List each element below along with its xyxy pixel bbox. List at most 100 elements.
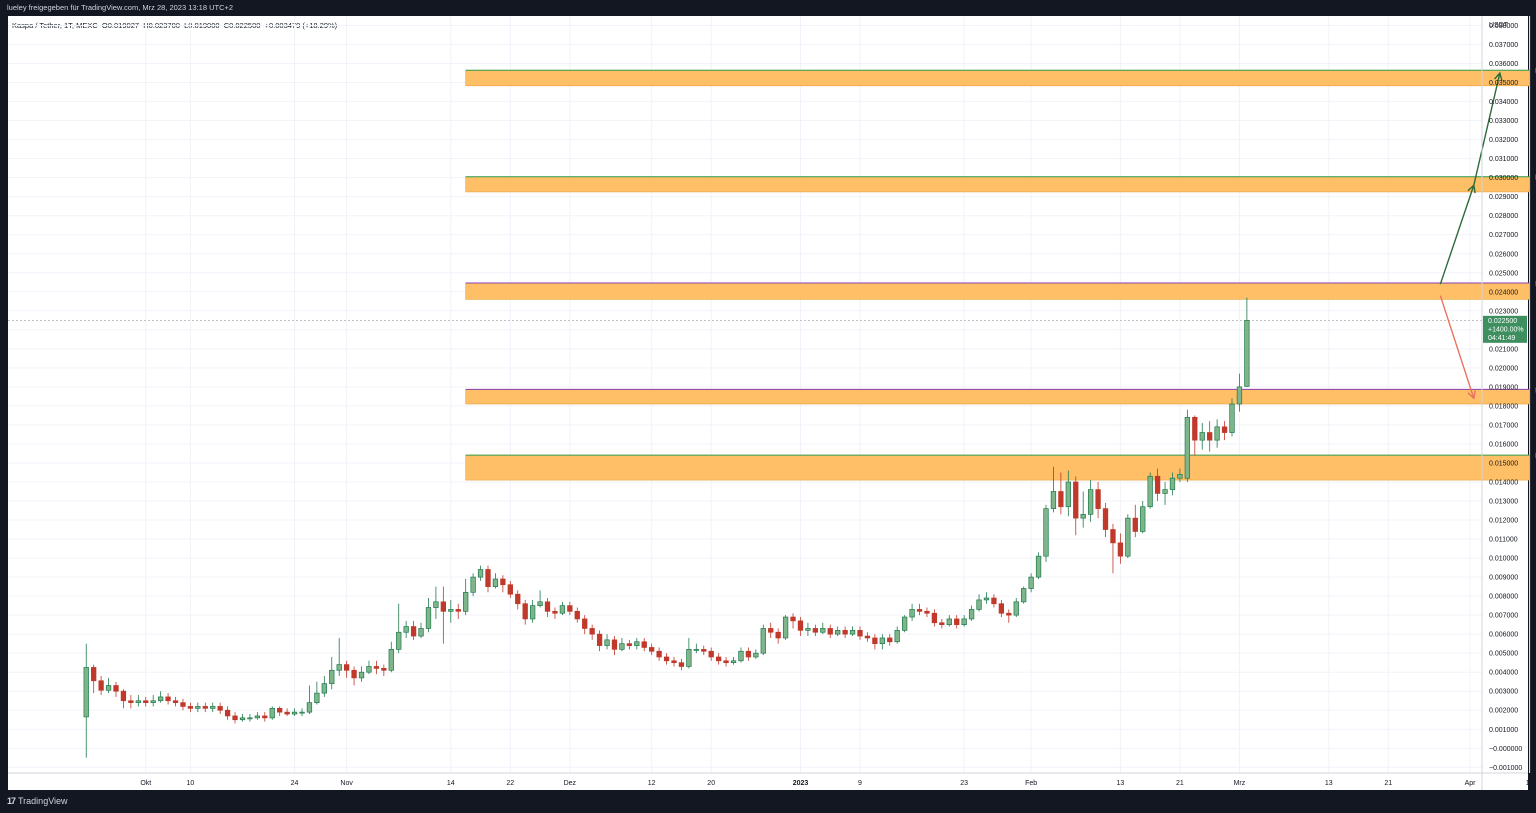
candle-body: [1154, 475, 1161, 494]
candle-body: [820, 628, 826, 633]
candle-body: [961, 618, 967, 625]
x-tick-label: 14: [447, 780, 455, 787]
candle-body: [425, 607, 432, 629]
candle-body: [1058, 491, 1064, 508]
candle-body: [1236, 386, 1243, 405]
candle-body: [433, 601, 439, 608]
candle-body: [210, 706, 216, 709]
candle-body: [805, 628, 811, 631]
candle-body: [202, 706, 208, 709]
candle-body: [1207, 432, 1213, 441]
candle-body: [381, 668, 387, 671]
candle-body: [1229, 403, 1235, 433]
candle-body: [1043, 508, 1049, 557]
x-tick-label: 24: [291, 780, 299, 787]
zone-label: (0.015412): [1535, 453, 1536, 460]
candle-body: [916, 609, 923, 612]
candle-body: [1102, 508, 1109, 530]
candle-body: [574, 610, 580, 620]
candle-body: [418, 628, 424, 637]
y-tick-label: 0.004000: [1489, 670, 1518, 677]
x-tick-label: 10: [187, 780, 195, 787]
zone-label: (0.035639): [1535, 68, 1536, 75]
candle-body: [277, 707, 283, 713]
candle-body: [1110, 529, 1116, 544]
last-price-countdown: 04:41:49: [1488, 335, 1515, 342]
candle-body: [663, 656, 670, 662]
y-tick-label: 0.032000: [1489, 137, 1518, 144]
candle-body: [247, 717, 253, 720]
candle-body: [373, 666, 380, 669]
candle-body: [1192, 416, 1198, 441]
candle-body: [1013, 601, 1019, 616]
candle-body: [849, 629, 856, 635]
candle-body: [544, 601, 551, 612]
x-tick-label: 21: [1176, 780, 1184, 787]
candle-body: [1199, 432, 1205, 441]
candle-body: [827, 628, 833, 635]
candle-body: [232, 715, 238, 721]
candle-body: [522, 603, 528, 620]
candle-body: [1214, 426, 1220, 441]
candle-body: [790, 616, 796, 622]
y-tick-label: 0.016000: [1489, 441, 1518, 448]
y-tick-label: 0.002000: [1489, 708, 1518, 715]
candle-body: [946, 618, 952, 625]
candle-body: [1073, 481, 1079, 519]
x-tick-label: Dez: [564, 780, 577, 787]
y-tick-label: 0.025000: [1489, 270, 1518, 277]
candle-body: [678, 662, 685, 667]
candle-body: [262, 715, 268, 719]
x-tick-label: 9: [858, 780, 862, 787]
candle-body: [1065, 481, 1071, 508]
candle-body: [336, 664, 342, 671]
y-tick-label: 0.035000: [1489, 80, 1518, 87]
candle-body: [1006, 612, 1012, 616]
candle-body: [1050, 491, 1057, 509]
candle-body: [589, 628, 595, 635]
candle-body: [559, 605, 566, 614]
y-tick-label: 0.015000: [1489, 460, 1518, 467]
candle-body: [991, 597, 997, 605]
candle-body: [396, 631, 402, 650]
candle-body: [1140, 506, 1146, 532]
x-tick-label: 2023: [793, 780, 809, 787]
candle-body: [500, 578, 506, 586]
y-tick-label: 0.034000: [1489, 99, 1518, 106]
candle-body: [582, 618, 588, 629]
candle-body: [254, 715, 261, 719]
candle-body: [1028, 576, 1034, 589]
y-axis-unit: USDT: [1489, 22, 1509, 29]
x-tick-label: Feb: [1025, 780, 1037, 787]
candlestick-series: [83, 297, 1250, 758]
candle-body: [701, 649, 707, 652]
x-tick-label: 22: [506, 780, 514, 787]
y-tick-label: 0.027000: [1489, 232, 1518, 239]
tradingview-mark-icon: 17: [7, 796, 16, 806]
projection-arrows: [1439, 71, 1503, 400]
price-chart[interactable]: (0.035639) (0.030048) (0.024458) (0.018867)…: [0, 0, 1536, 790]
last-price-badge: [1483, 315, 1527, 343]
candle-body: [968, 609, 975, 620]
candle-body: [887, 637, 893, 643]
candle-body: [998, 603, 1005, 614]
y-tick-label: 0.008000: [1489, 594, 1518, 601]
candle-body: [1169, 477, 1176, 490]
candle-body: [619, 643, 625, 650]
candle-body: [269, 707, 275, 719]
candle-body: [321, 683, 327, 694]
tradingview-logo[interactable]: 17 TradingView: [7, 796, 68, 806]
x-tick-label: Apr: [1465, 780, 1477, 787]
candle-body: [567, 605, 573, 612]
candle-body: [329, 669, 335, 684]
candle-body: [835, 629, 841, 635]
candle-body: [515, 593, 521, 605]
candle-body: [552, 610, 558, 614]
candle-body: [537, 601, 543, 606]
y-tick-label: 0.023000: [1489, 308, 1518, 315]
candle-body: [343, 664, 350, 671]
y-tick-label: 0.003000: [1489, 689, 1518, 696]
x-tick-label: 10: [1526, 780, 1534, 787]
candle-body: [358, 671, 365, 679]
candle-body: [1021, 588, 1027, 603]
